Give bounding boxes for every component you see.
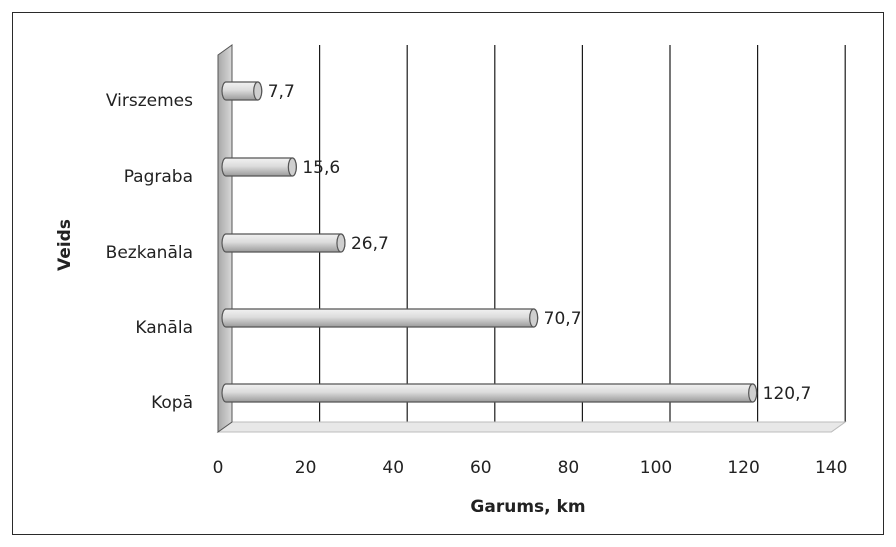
category-label: Bezkanāla — [106, 243, 193, 263]
data-label: 26,7 — [351, 234, 389, 254]
bar-cap — [748, 383, 758, 403]
x-tick-label: 60 — [470, 458, 492, 478]
chart-floor — [216, 421, 847, 433]
category-label: Kanāla — [135, 318, 193, 338]
bar-cap — [529, 308, 539, 328]
labels: 0 20 40 60 80 100 120 140 7,7 Virszemes 15,6 Pagrab… — [106, 82, 848, 478]
bar-body — [221, 157, 297, 177]
bar-cap — [287, 157, 297, 177]
bar — [221, 233, 346, 253]
category-label: Kopā — [151, 393, 193, 413]
x-tick-label: 40 — [382, 458, 404, 478]
bar-cap — [253, 81, 263, 101]
x-tick-label: 80 — [558, 458, 580, 478]
x-tick-label: 0 — [213, 458, 224, 478]
x-axis-title: Garums, km — [470, 497, 585, 517]
data-label: 15,6 — [302, 158, 340, 178]
bar — [221, 157, 297, 177]
data-label: 7,7 — [268, 82, 295, 102]
bar-body — [221, 383, 758, 403]
data-label: 120,7 — [763, 384, 812, 404]
x-tick-label: 140 — [815, 458, 847, 478]
bar — [221, 81, 263, 101]
data-label: 70,7 — [544, 309, 582, 329]
x-tick-label: 20 — [295, 458, 317, 478]
x-tick-label: 100 — [640, 458, 672, 478]
gridlines — [305, 45, 846, 433]
bar-body — [221, 233, 346, 253]
y-axis-title: Veids — [55, 219, 75, 271]
chart-frame — [12, 12, 884, 535]
bar — [221, 308, 539, 328]
x-tick-label: 120 — [727, 458, 759, 478]
bar — [221, 383, 758, 403]
category-label: Virszemes — [106, 91, 193, 111]
bars — [221, 81, 758, 403]
bar-body — [221, 308, 539, 328]
bar-cap — [336, 233, 346, 253]
category-label: Pagraba — [124, 167, 193, 187]
